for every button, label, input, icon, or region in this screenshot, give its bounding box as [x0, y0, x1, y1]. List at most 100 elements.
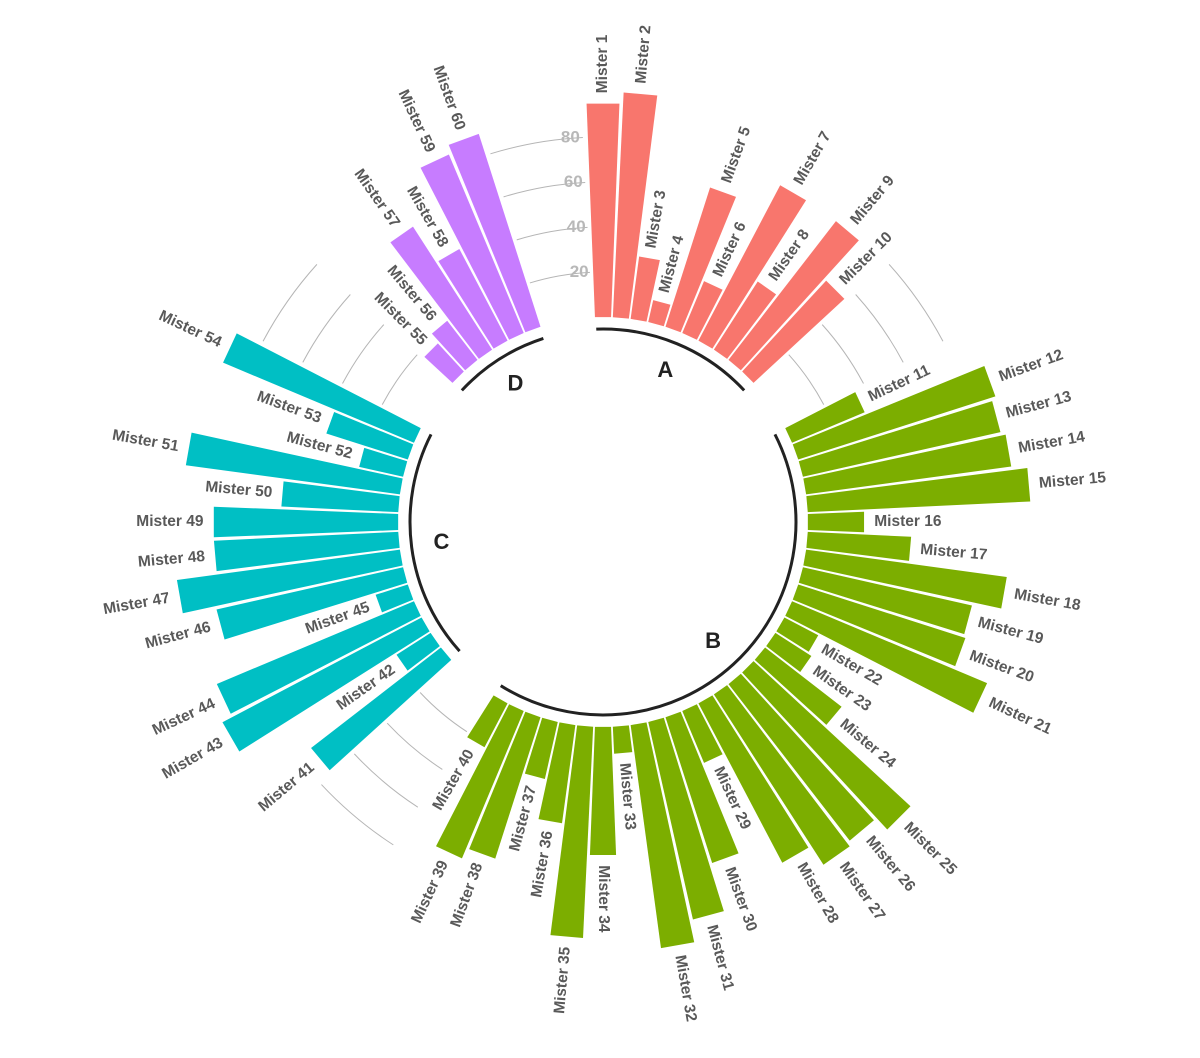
chart-bar — [766, 632, 812, 672]
chart-bar — [728, 673, 874, 841]
bar-label: Mister 28 — [793, 860, 842, 927]
bar-label: Mister 49 — [136, 513, 204, 530]
chart-bar — [213, 506, 399, 538]
chart-bar — [420, 154, 524, 340]
chart-bar — [438, 248, 508, 349]
group-arc — [408, 433, 461, 653]
y-tick-layer: 20 40 60 80 — [561, 127, 589, 281]
group-label: D — [507, 370, 523, 395]
bar-label: Mister 27 — [836, 859, 888, 924]
bar-label: Mister 57 — [351, 166, 403, 231]
bar-label: Mister 60 — [430, 63, 469, 132]
chart-bar — [648, 717, 724, 920]
chart-bar — [792, 584, 966, 667]
grid-arc — [386, 722, 443, 770]
bar-label: Mister 14 — [1017, 428, 1087, 456]
grid-arc — [788, 354, 825, 405]
chart-bar — [798, 401, 1001, 477]
grid-arc — [381, 354, 418, 405]
chart-bar — [612, 92, 658, 319]
chart-bar — [792, 366, 996, 460]
chart-bar — [375, 584, 414, 613]
chart-bar — [612, 725, 633, 754]
bar-label: Mister 21 — [986, 694, 1054, 738]
bar-layer — [176, 92, 1031, 949]
chart-bar — [776, 617, 819, 652]
grid-arc — [855, 294, 904, 363]
chart-bar — [185, 432, 403, 495]
bar-label: Mister 25 — [900, 819, 960, 879]
chart-bar — [682, 281, 723, 340]
chart-bar — [326, 412, 414, 460]
chart-bar — [431, 320, 478, 371]
group-label: B — [705, 628, 721, 653]
bar-label: Mister 34 — [595, 865, 612, 933]
group-label: A — [657, 357, 673, 382]
chart-bar — [213, 531, 400, 572]
bar-label: Mister 54 — [156, 307, 224, 351]
grid-arc — [262, 264, 318, 342]
chart-bar — [665, 711, 739, 863]
chart-bar — [648, 300, 671, 327]
grid-arc — [321, 784, 394, 846]
y-tick-label: 20 — [570, 262, 589, 281]
grid-arc — [342, 324, 385, 384]
bar-label: Mister 1 — [594, 34, 611, 93]
chart-bar — [359, 447, 408, 477]
bar-label: Mister 39 — [408, 858, 452, 926]
bar-label: Mister 32 — [671, 954, 699, 1023]
chart-bar — [803, 434, 1012, 495]
chart-bar — [524, 717, 558, 779]
bar-label: Mister 41 — [255, 759, 318, 815]
bar-label: Mister 38 — [447, 860, 486, 929]
grid-arc — [529, 271, 590, 284]
chart-bar — [798, 567, 972, 635]
bar-label: Mister 31 — [703, 923, 737, 993]
chart-bar — [806, 531, 912, 561]
bar-label: Mister 17 — [920, 541, 988, 564]
chart-bar — [713, 685, 850, 865]
chart-bar — [424, 343, 464, 383]
chart-bar — [754, 647, 842, 725]
grid-arc — [821, 324, 864, 384]
chart-bar — [630, 722, 695, 949]
chart-bar — [803, 549, 1007, 609]
y-tick-label: 60 — [564, 172, 583, 191]
group-arc — [460, 337, 544, 392]
chart-bar — [742, 280, 845, 383]
group-label: C — [433, 529, 449, 554]
bar-label: Mister 26 — [862, 833, 918, 896]
chart-bar — [311, 647, 452, 771]
chart-bar — [698, 185, 807, 349]
chart-bar — [223, 333, 421, 443]
chart-bar — [589, 726, 617, 855]
bar-label: Mister 50 — [205, 478, 273, 501]
chart-bar — [807, 511, 865, 533]
grid-arc — [516, 226, 588, 241]
chart-bar — [728, 221, 859, 371]
group-arc — [596, 327, 746, 392]
grid-arc — [503, 181, 586, 198]
group-arc — [499, 433, 798, 717]
bar-label: Mister 35 — [551, 946, 574, 1015]
chart-bar — [390, 226, 493, 359]
bar-label: Mister 16 — [874, 513, 942, 530]
grid-arc — [353, 753, 419, 808]
chart-bar — [742, 661, 911, 830]
y-tick-label: 40 — [567, 217, 586, 236]
chart-bar — [216, 567, 408, 640]
bar-label: Mister 12 — [997, 346, 1066, 385]
bar-label: Mister 15 — [1038, 469, 1107, 492]
bar-label: Mister 59 — [395, 87, 439, 155]
chart-bar — [469, 711, 541, 859]
chart-bar — [222, 617, 430, 752]
bar-label: Mister 19 — [976, 614, 1046, 648]
bar-label: Mister 46 — [143, 618, 213, 652]
bar-label: Mister 44 — [150, 695, 218, 739]
bar-label: Mister 48 — [137, 548, 206, 571]
bar-label: Mister 47 — [102, 590, 171, 618]
bar-label: Mister 18 — [1013, 586, 1083, 614]
chart-bar — [396, 632, 440, 671]
